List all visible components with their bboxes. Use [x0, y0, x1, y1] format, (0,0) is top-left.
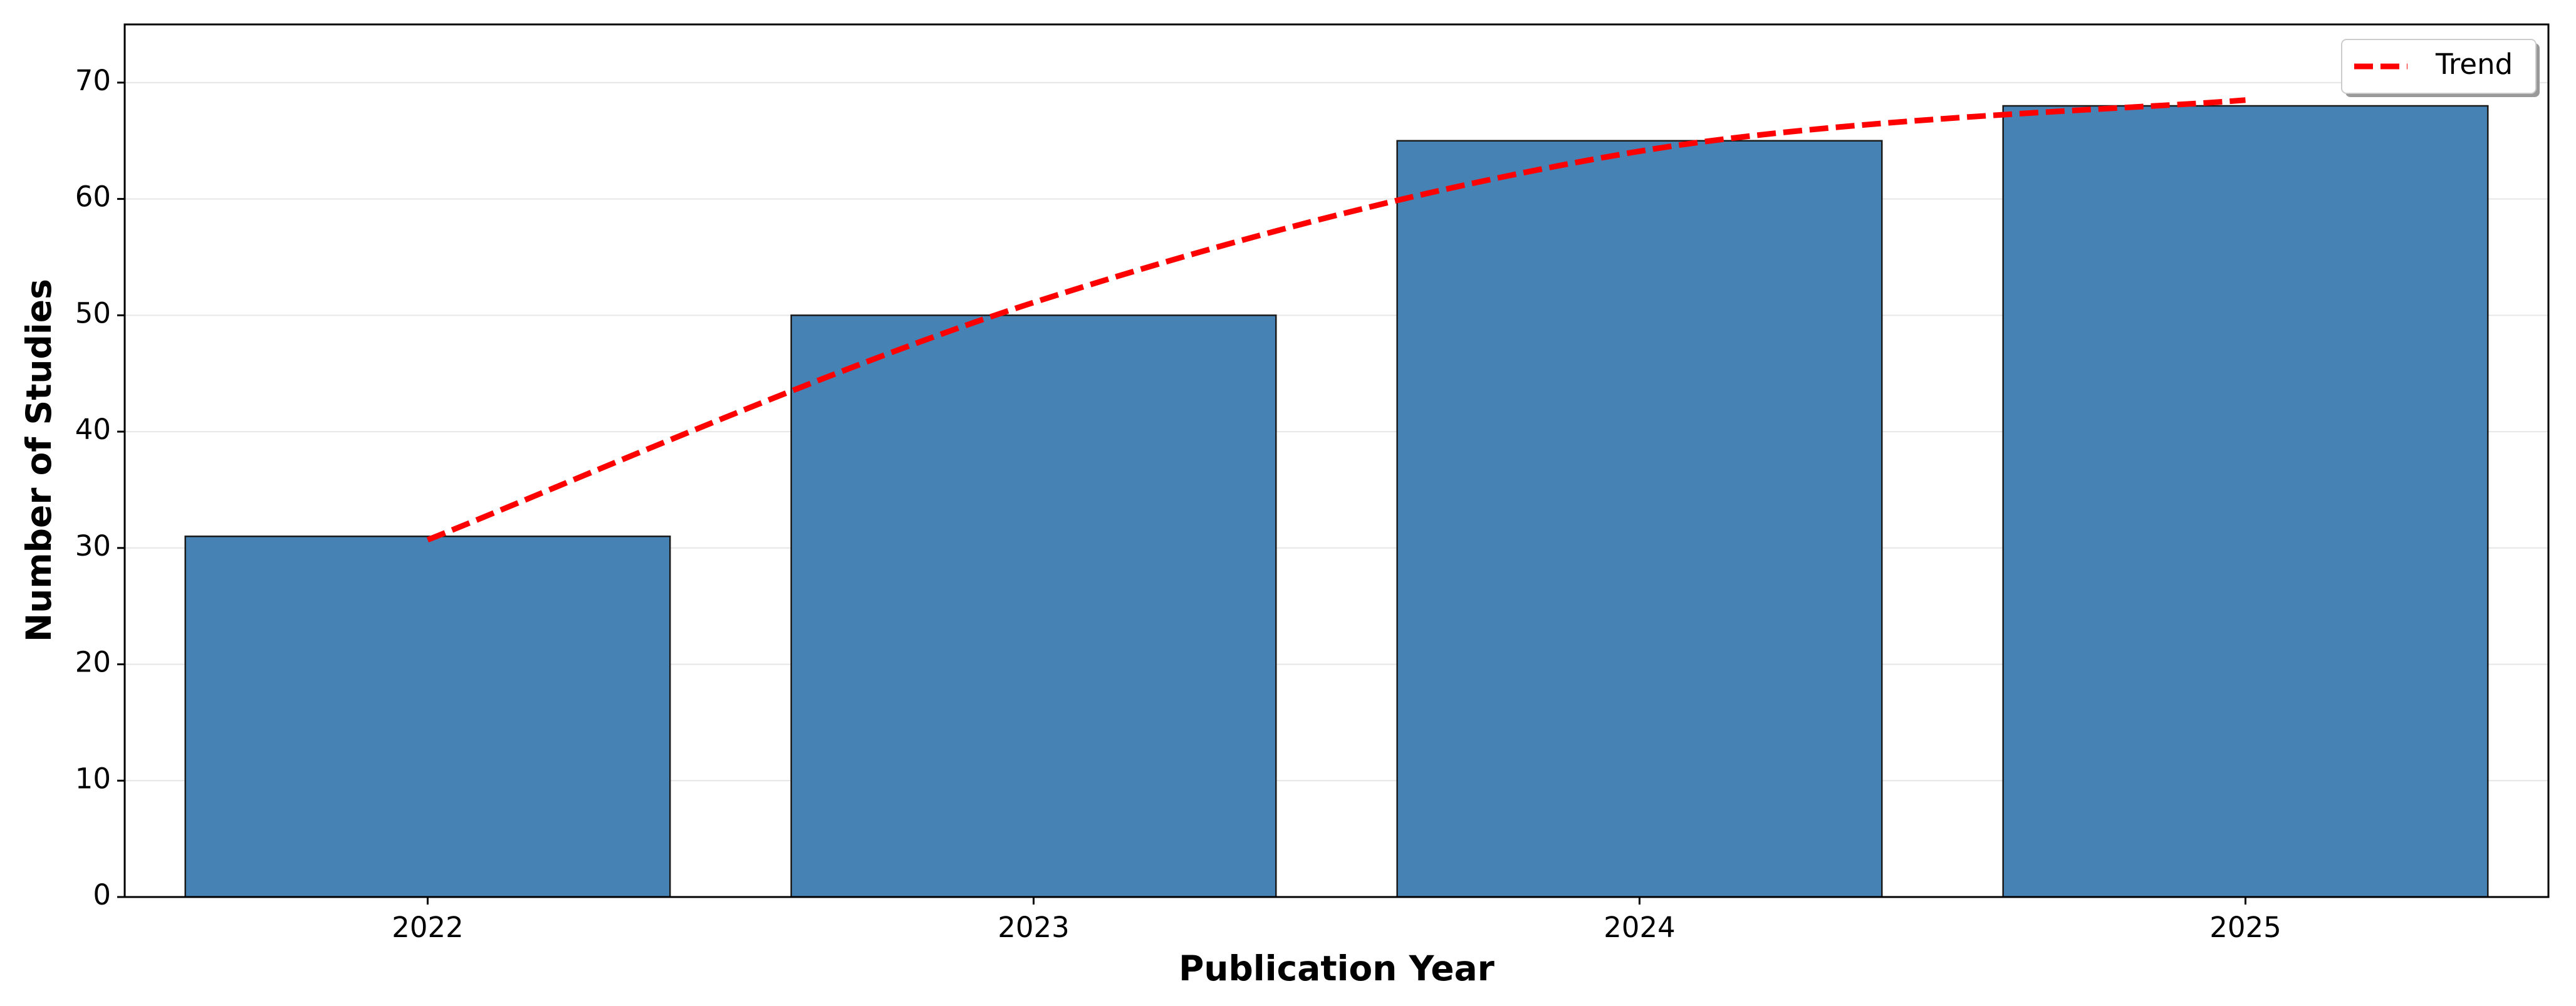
- y-tick-label: 30: [75, 529, 111, 563]
- legend: Trend: [2341, 39, 2540, 97]
- y-tick-label: 40: [75, 413, 111, 446]
- legend-box: [2341, 39, 2537, 94]
- plot-frame: [123, 23, 2550, 898]
- axes: 0 10 20 30 40 50 60 70 2022 2023 2024 2025: [75, 64, 2281, 944]
- y-tick-label: 50: [75, 296, 111, 329]
- y-tick-label: 60: [75, 180, 111, 214]
- y-tick-label: 10: [75, 762, 111, 795]
- bar: [2002, 105, 2489, 898]
- bar: [184, 535, 671, 898]
- y-axis-label: Number of Studies: [19, 279, 59, 642]
- bar: [790, 314, 1277, 898]
- y-tick-label: 0: [93, 878, 111, 911]
- marks: [184, 97, 2489, 898]
- y-tick-label: 20: [75, 646, 111, 679]
- legend-label: Trend: [2435, 48, 2513, 81]
- x-tick-label: 2022: [392, 911, 464, 944]
- x-tick-label: 2023: [998, 911, 1070, 944]
- y-tick-label: 70: [75, 64, 111, 97]
- x-axis-label: Publication Year: [1179, 948, 1494, 988]
- trend-line: [426, 97, 2246, 542]
- x-tick-label: 2024: [1603, 911, 1676, 944]
- bar: [1396, 140, 1883, 898]
- x-tick-label: 2025: [2209, 911, 2281, 944]
